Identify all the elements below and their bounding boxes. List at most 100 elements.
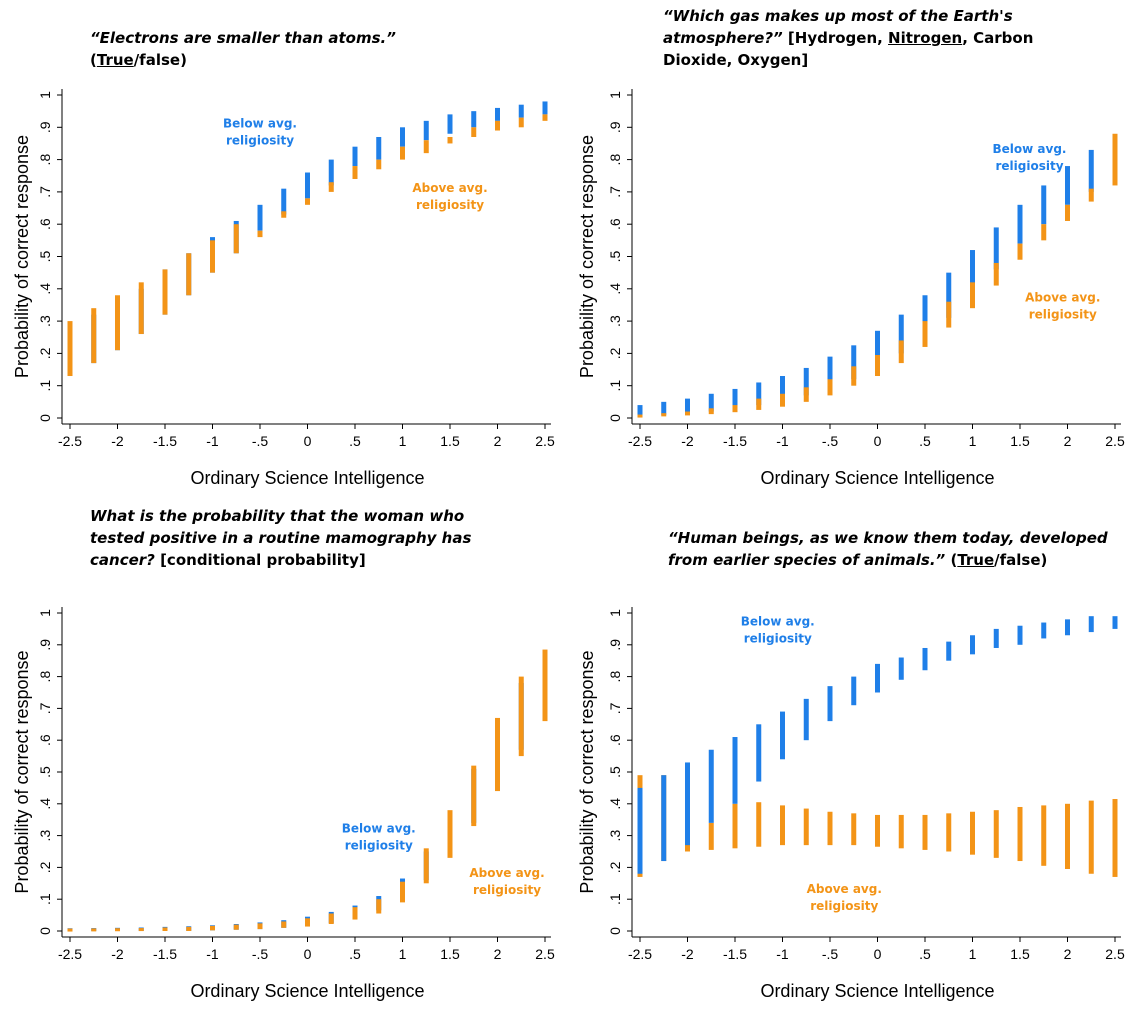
- x-tick-label: -1.5: [723, 946, 747, 962]
- chart-title: “Human beings, as we know them today, de…: [668, 527, 1108, 571]
- range-bar-below: [400, 127, 405, 147]
- chart-title-part: /false): [133, 51, 187, 69]
- range-bar-above: [970, 282, 975, 309]
- y-tick-label: .7: [37, 186, 53, 198]
- x-tick-label: -1: [206, 433, 219, 449]
- y-tick-label: .9: [37, 121, 53, 133]
- y-tick-label: .3: [607, 315, 623, 327]
- y-axis-title: Probability of correct response: [12, 135, 32, 378]
- y-tick-label: .4: [607, 283, 623, 295]
- range-bar-below: [305, 172, 310, 199]
- x-tick-label: -2: [111, 433, 124, 449]
- x-tick-label: 1.5: [440, 433, 460, 449]
- chart-title-part: tested positive in a routine mamography …: [90, 529, 472, 547]
- range-bar-below: [661, 775, 667, 862]
- range-bar-above: [305, 198, 310, 205]
- x-tick-label: 0: [304, 433, 312, 449]
- x-tick-label: 2: [1064, 946, 1072, 962]
- range-bar-above: [1065, 803, 1070, 869]
- x-tick-label: 1: [969, 946, 977, 962]
- range-bar-below: [708, 393, 714, 412]
- y-tick-label: .8: [607, 671, 623, 683]
- range-bar-below: [756, 724, 762, 782]
- range-bar-above: [305, 918, 310, 927]
- x-tick-label: 2: [494, 433, 502, 449]
- range-bar-above: [708, 822, 714, 850]
- x-tick-label: .5: [349, 946, 361, 962]
- range-bar-below: [495, 107, 500, 121]
- y-tick-label: 0: [37, 927, 53, 935]
- range-bar-below: [946, 272, 952, 318]
- x-tick-label: -1: [776, 946, 789, 962]
- y-axis-title: Probability of correct response: [577, 650, 597, 893]
- series-label: religiosity: [345, 838, 413, 852]
- range-bar-above: [352, 166, 358, 179]
- series-label: Above avg.: [469, 866, 544, 880]
- y-tick-label: .9: [607, 121, 623, 133]
- range-bar-above: [257, 923, 263, 930]
- series-label: Below avg.: [741, 615, 815, 629]
- range-bar-above: [922, 321, 928, 347]
- x-tick-label: 1.5: [1010, 433, 1030, 449]
- x-tick-label: 1: [969, 433, 977, 449]
- range-bar-above: [233, 224, 239, 254]
- range-bar-below: [1065, 619, 1070, 636]
- range-bar-above: [661, 413, 667, 417]
- chart-title-part: [Hydrogen,: [782, 29, 889, 47]
- range-bar-above: [518, 117, 524, 128]
- range-bar-below: [970, 250, 975, 296]
- chart-plot: 0 .1 .2 .3 .4 .5 .6 .7 .8 .9 1 -2.5 -2 -1.5 -1 -.5 0 .5 1 1…: [577, 89, 1125, 488]
- range-bar-above: [281, 921, 287, 928]
- y-tick-label: .3: [37, 830, 53, 842]
- x-tick-label: -2.5: [58, 433, 82, 449]
- range-bar-above: [708, 408, 714, 415]
- range-bar-below: [447, 114, 453, 134]
- range-bar-below: [685, 398, 690, 414]
- x-tick-label: 2.5: [535, 433, 555, 449]
- y-tick-label: .1: [37, 893, 53, 905]
- chart-title-part: “Human beings, as we know them today, de…: [668, 529, 1108, 547]
- range-bar-above: [186, 253, 192, 296]
- series-label: religiosity: [744, 632, 812, 646]
- y-tick-label: .4: [37, 283, 53, 295]
- range-bar-above: [352, 907, 358, 920]
- range-bar-above: [803, 387, 809, 402]
- x-axis-title: Ordinary Science Intelligence: [190, 468, 424, 488]
- range-bar-below: [827, 686, 833, 722]
- range-bar-above: [138, 928, 144, 932]
- y-tick-label: 0: [607, 927, 623, 935]
- range-bar-below: [732, 737, 738, 804]
- range-bar-above: [732, 405, 738, 413]
- x-tick-label: 2.5: [1105, 946, 1125, 962]
- range-bar-below: [780, 376, 785, 402]
- chart-plot: 0 .1 .2 .3 .4 .5 .6 .7 .8 .9 1 -2.5 -2 -1.5 -1 -.5 0 .5 1 1…: [577, 607, 1125, 1001]
- range-bar-below: [281, 188, 287, 215]
- x-tick-label: .5: [919, 433, 931, 449]
- range-bar-above: [447, 810, 453, 858]
- range-bar-below: [898, 314, 904, 354]
- range-bar-above: [898, 814, 904, 849]
- range-bar-below: [993, 227, 999, 270]
- range-bar-above: [1017, 243, 1023, 260]
- range-bar-above: [946, 813, 952, 852]
- range-bar-above: [827, 379, 833, 396]
- y-tick-label: .4: [607, 798, 623, 810]
- range-bar-above: [993, 810, 999, 858]
- chart-panel-human-evolution: “Human beings, as we know them today, de…: [565, 505, 1130, 1009]
- range-bar-below: [851, 345, 857, 380]
- range-bar-above: [1088, 800, 1094, 874]
- x-tick-label: -2.5: [628, 433, 652, 449]
- x-axis-title: Ordinary Science Intelligence: [760, 468, 994, 488]
- range-bar-above: [447, 136, 453, 144]
- x-tick-label: 0: [304, 946, 312, 962]
- range-bar-above: [542, 649, 548, 722]
- range-bar-above: [637, 414, 643, 418]
- y-tick-label: .1: [37, 380, 53, 392]
- range-bar-below: [352, 146, 358, 167]
- x-tick-label: 2: [494, 946, 502, 962]
- x-tick-label: -2.5: [628, 946, 652, 962]
- x-tick-label: -2: [111, 946, 124, 962]
- chart-title-part: “Which gas makes up most of the Earth's: [663, 7, 1013, 25]
- range-bar-above: [1112, 799, 1118, 877]
- chart-plot: 0 .1 .2 .3 .4 .5 .6 .7 .8 .9 1 -2.5 -2 -1.5 -1 -.5 0 .5 1 1…: [12, 607, 555, 1001]
